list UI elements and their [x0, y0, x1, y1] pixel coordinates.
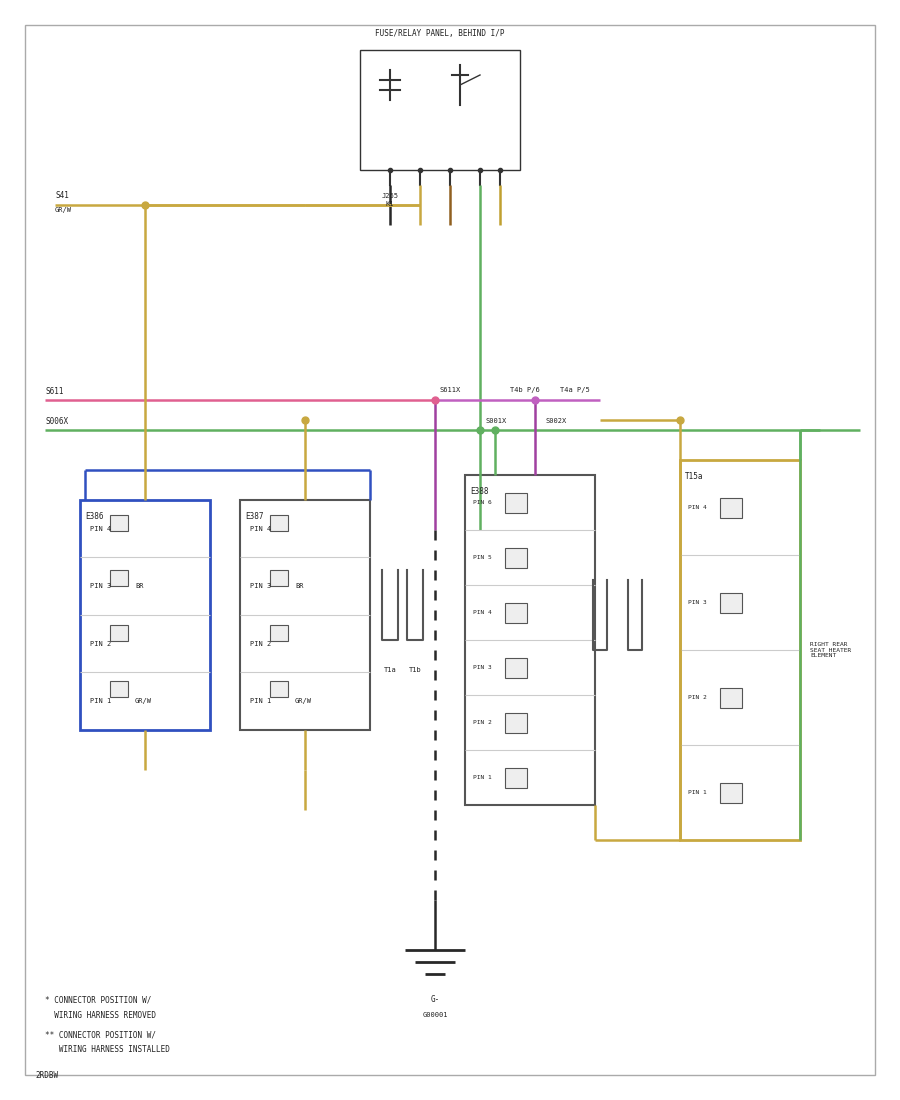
Text: PIN 1: PIN 1	[688, 790, 706, 795]
Text: E386: E386	[85, 512, 104, 521]
Text: T1b: T1b	[409, 667, 421, 673]
Bar	[110, 681, 128, 696]
Bar	[505, 548, 527, 568]
Text: T15a: T15a	[685, 472, 704, 481]
Bar	[720, 497, 742, 517]
Bar	[505, 658, 527, 678]
Text: GR/W: GR/W	[295, 698, 312, 704]
Text: T1a: T1a	[383, 667, 396, 673]
Bar	[680, 460, 800, 840]
Text: PIN 4: PIN 4	[90, 526, 112, 531]
Bar	[505, 493, 527, 513]
Text: * CONNECTOR POSITION W/: * CONNECTOR POSITION W/	[45, 996, 151, 1004]
Bar	[270, 515, 288, 531]
Text: PIN 1: PIN 1	[473, 776, 491, 780]
Text: J265
K1: J265 K1	[382, 194, 399, 207]
Text: PIN 2: PIN 2	[90, 640, 112, 647]
Bar	[240, 500, 370, 730]
Bar	[720, 593, 742, 613]
Bar	[720, 782, 742, 803]
Text: 2RDBW: 2RDBW	[35, 1070, 58, 1079]
Text: PIN 2: PIN 2	[473, 720, 491, 725]
Text: PIN 3: PIN 3	[90, 583, 112, 590]
Text: S001X: S001X	[485, 418, 506, 424]
Text: S611X: S611X	[440, 387, 461, 393]
Text: PIN 2: PIN 2	[250, 640, 271, 647]
Text: PIN 1: PIN 1	[250, 698, 271, 704]
Text: S006X: S006X	[45, 418, 68, 427]
Bar	[270, 570, 288, 586]
Text: ** CONNECTOR POSITION W/: ** CONNECTOR POSITION W/	[45, 1031, 156, 1040]
Bar	[505, 713, 527, 733]
Bar	[110, 626, 128, 641]
Text: PIN 1: PIN 1	[90, 698, 112, 704]
Text: BR: BR	[135, 583, 143, 590]
Text: PIN 5: PIN 5	[473, 556, 491, 560]
Bar	[80, 500, 210, 730]
Text: T4b P/6: T4b P/6	[510, 387, 540, 393]
Text: FUSE/RELAY PANEL, BEHIND I/P: FUSE/RELAY PANEL, BEHIND I/P	[375, 29, 505, 38]
Bar	[110, 515, 128, 531]
Text: PIN 2: PIN 2	[688, 695, 706, 700]
Text: WIRING HARNESS INSTALLED: WIRING HARNESS INSTALLED	[45, 1045, 170, 1055]
Text: PIN 3: PIN 3	[250, 583, 271, 590]
Text: S41: S41	[55, 190, 69, 199]
Bar	[505, 603, 527, 623]
Text: S002X: S002X	[545, 418, 566, 424]
Bar	[360, 50, 520, 170]
Text: BR: BR	[295, 583, 303, 590]
Text: PIN 4: PIN 4	[688, 505, 706, 510]
Text: RIGHT REAR
SEAT HEATER
ELEMENT: RIGHT REAR SEAT HEATER ELEMENT	[810, 641, 851, 658]
Bar	[110, 570, 128, 586]
Text: E388: E388	[470, 487, 489, 496]
Text: GR/W: GR/W	[135, 698, 152, 704]
Bar	[270, 626, 288, 641]
Bar	[505, 768, 527, 788]
Text: G00001: G00001	[422, 1012, 448, 1018]
Text: PIN 6: PIN 6	[473, 500, 491, 505]
Text: S611: S611	[45, 387, 64, 396]
Bar	[720, 688, 742, 707]
Text: G-: G-	[430, 996, 439, 1004]
Text: GR/W: GR/W	[55, 207, 72, 213]
Text: T4a P/5: T4a P/5	[560, 387, 590, 393]
Text: E387: E387	[245, 512, 264, 521]
Text: PIN 4: PIN 4	[250, 526, 271, 531]
Text: PIN 4: PIN 4	[473, 610, 491, 615]
Bar	[465, 475, 595, 805]
Text: PIN 3: PIN 3	[688, 600, 706, 605]
Text: WIRING HARNESS REMOVED: WIRING HARNESS REMOVED	[45, 1011, 156, 1020]
Bar	[270, 681, 288, 696]
Text: PIN 3: PIN 3	[473, 666, 491, 670]
